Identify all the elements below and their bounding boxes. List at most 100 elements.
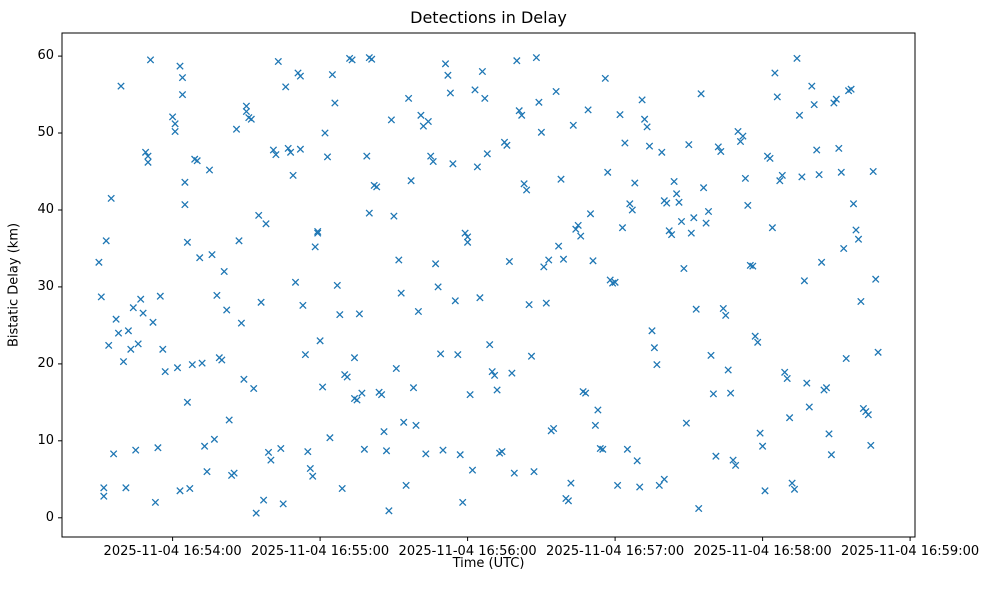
scatter-point xyxy=(557,175,565,183)
scatter-point xyxy=(827,451,836,459)
scatter-point xyxy=(471,86,479,94)
x-axis-label: Time (UTC) xyxy=(452,556,525,571)
scatter-point xyxy=(333,281,341,290)
scatter-point xyxy=(257,298,265,306)
scatter-point xyxy=(338,484,346,493)
scatter-point xyxy=(746,261,754,270)
scatter-point xyxy=(867,441,875,450)
scatter-point xyxy=(785,414,794,422)
scatter-point xyxy=(813,146,821,154)
scatter-point xyxy=(643,123,651,131)
scatter-point xyxy=(781,368,789,376)
scatter-point xyxy=(252,509,260,517)
scatter-point xyxy=(707,351,715,360)
scatter-point xyxy=(412,421,420,430)
scatter-point xyxy=(314,227,322,236)
scatter-point xyxy=(672,190,681,198)
scatter-point xyxy=(105,341,113,350)
scatter-point xyxy=(205,166,214,174)
scatter-point xyxy=(323,153,332,161)
scatter-point xyxy=(840,244,848,253)
scatter-point xyxy=(741,174,750,183)
scatter-point xyxy=(815,170,823,179)
scatter-point xyxy=(510,469,518,477)
scatter-point xyxy=(473,163,482,171)
scatter-point xyxy=(377,390,386,399)
scatter-point xyxy=(220,267,228,276)
scatter-point xyxy=(849,200,858,208)
scatter-point xyxy=(343,373,351,381)
scatter-point xyxy=(100,492,108,500)
plot-border xyxy=(61,32,916,538)
x-tick-label: 2025-11-04 16:58:00 xyxy=(693,544,832,559)
scatter-point xyxy=(574,221,582,230)
scatter-point xyxy=(527,352,536,360)
scatter-point xyxy=(810,100,818,109)
scatter-point xyxy=(864,411,872,419)
scatter-point xyxy=(274,57,282,66)
scatter-point xyxy=(102,237,110,245)
scatter-point xyxy=(196,254,204,262)
scatter-point xyxy=(857,297,865,306)
scatter-point xyxy=(353,396,361,404)
scatter-point xyxy=(203,467,211,476)
scatter-point xyxy=(259,496,268,504)
scatter-point xyxy=(685,140,693,149)
scatter-point xyxy=(95,258,103,266)
scatter-point xyxy=(631,179,639,187)
scatter-point xyxy=(404,94,413,103)
y-tick-label: 50 xyxy=(37,125,54,140)
scatter-point xyxy=(144,152,152,160)
scatter-point xyxy=(176,62,184,70)
scatter-point xyxy=(869,167,877,176)
scatter-point xyxy=(520,180,528,188)
scatter-point xyxy=(695,504,703,513)
scatter-point xyxy=(100,484,108,492)
scatter-point xyxy=(392,364,400,373)
scatter-point xyxy=(503,141,511,149)
scatter-point xyxy=(852,226,860,234)
scatter-point xyxy=(680,264,688,273)
scatter-point xyxy=(424,117,432,126)
scatter-point xyxy=(446,89,455,97)
scatter-point xyxy=(380,427,388,436)
scatter-point xyxy=(712,452,720,460)
scatter-point xyxy=(589,257,597,265)
scatter-point xyxy=(382,447,391,455)
scatter-point xyxy=(400,418,408,426)
scatter-point xyxy=(490,371,499,380)
y-tick-label: 40 xyxy=(37,202,54,217)
scatter-point xyxy=(822,384,831,392)
scatter-point xyxy=(594,406,602,414)
scatter-point xyxy=(139,309,147,317)
scatter-point xyxy=(395,256,403,264)
scatter-point xyxy=(168,113,177,121)
scatter-point xyxy=(754,338,762,346)
scatter-point xyxy=(210,435,219,443)
scatter-point xyxy=(124,327,133,335)
scatter-point xyxy=(604,168,612,176)
scatter-point xyxy=(422,450,430,458)
scatter-point xyxy=(468,466,477,474)
scatter-point xyxy=(208,250,216,259)
scatter-point xyxy=(161,367,169,376)
scatter-point xyxy=(385,507,393,515)
scatter-point xyxy=(277,444,285,453)
scatter-point xyxy=(200,442,209,450)
scatter-point xyxy=(790,485,799,493)
scatter-point xyxy=(151,498,160,507)
scatter-point xyxy=(314,229,322,237)
scatter-point xyxy=(842,354,850,363)
scatter-point xyxy=(127,345,135,353)
scatter-point xyxy=(279,500,287,508)
scatter-point xyxy=(808,82,816,90)
scatter-point xyxy=(119,357,128,366)
scatter-point xyxy=(525,300,533,309)
scatter-point xyxy=(795,111,804,119)
scatter-point xyxy=(739,132,747,140)
scatter-point xyxy=(768,224,777,232)
scatter-point xyxy=(444,71,452,79)
scatter-point xyxy=(321,129,329,137)
scatter-point xyxy=(505,257,514,266)
scatter-point xyxy=(451,297,459,305)
